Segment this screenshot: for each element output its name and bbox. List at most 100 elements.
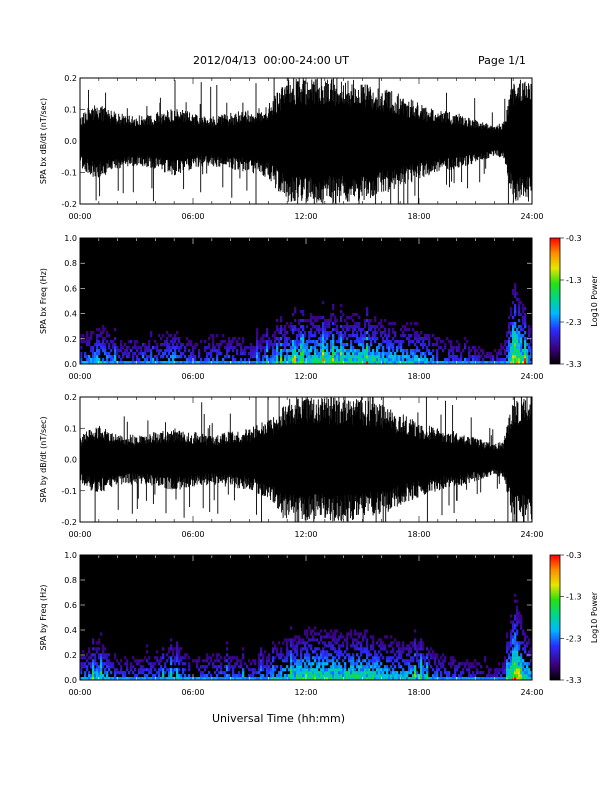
spectrogram-cell	[328, 674, 331, 678]
spectrogram-cell	[288, 674, 291, 678]
spectrogram-cell	[388, 644, 391, 648]
spectrogram-cell	[378, 668, 381, 672]
spectrogram-cell	[136, 677, 139, 681]
spectrogram-cell	[206, 361, 209, 365]
spectrogram-cell	[282, 668, 285, 672]
spectrogram-cell	[334, 677, 337, 681]
spectrogram-cell	[418, 349, 421, 353]
spectrogram-cell	[506, 361, 509, 365]
spectrogram-cell	[396, 644, 399, 648]
x-tick-label: 12:00	[294, 372, 317, 381]
x-tick-label: 24:00	[520, 530, 543, 539]
spectrogram-cell	[514, 638, 517, 642]
spectrogram-cell	[518, 617, 521, 621]
spectrogram-cell	[312, 671, 315, 675]
spectrogram-cell	[306, 674, 309, 678]
spectrogram-cell	[410, 656, 413, 660]
spectrogram-cell	[510, 331, 513, 335]
spectrogram-cell	[102, 674, 105, 678]
colorbar-gradient	[549, 554, 561, 681]
spectrogram-cell	[168, 647, 171, 651]
spectrogram-cell	[352, 674, 355, 678]
spectrogram-cell	[516, 674, 519, 678]
spectrogram-cell	[158, 677, 161, 681]
spectrogram-cell	[126, 665, 129, 669]
spectrogram-cell	[426, 662, 429, 666]
spectrogram-cell	[300, 650, 303, 654]
spectrogram-cell	[466, 677, 469, 681]
spectrogram-cell	[318, 677, 321, 681]
spectrogram-cell	[264, 352, 267, 356]
spectrogram-cell	[340, 632, 343, 636]
spectrogram-cell	[514, 677, 517, 681]
spectrogram-cell	[96, 671, 99, 675]
spectrogram-cell	[266, 662, 269, 666]
spectrogram-cell	[524, 632, 527, 636]
spectrogram-cell	[176, 674, 179, 678]
spectrogram-cell	[522, 349, 525, 353]
spectrogram-cell	[356, 349, 359, 353]
spectrogram-cell	[510, 358, 513, 362]
spectrogram-cell	[270, 343, 273, 347]
spectrogram-cell	[338, 677, 341, 681]
spectrogram-cell	[440, 656, 443, 660]
spectrogram-cell	[314, 659, 317, 663]
spectrogram-cell	[448, 355, 451, 359]
spectrogram-cell	[324, 355, 327, 359]
spectrogram-cell	[404, 361, 407, 365]
spectrogram-cell	[298, 665, 301, 669]
spectrogram-cell	[524, 355, 527, 359]
spectrogram-cell	[292, 641, 295, 645]
spectrogram-cell	[204, 358, 207, 362]
spectrogram-cell	[390, 674, 393, 678]
spectrogram-cell	[146, 677, 149, 681]
spectrogram-cell	[148, 662, 151, 666]
spectrogram-cell	[506, 659, 509, 663]
spectrogram-cell	[92, 665, 95, 669]
spectrogram-cell	[328, 659, 331, 663]
spectrogram-cell	[364, 671, 367, 675]
spectrogram-cell	[476, 668, 479, 672]
spectrogram-cell	[348, 334, 351, 338]
spectrogram-cell	[306, 671, 309, 675]
spectrogram-cell	[336, 653, 339, 657]
spectrogram-cell	[394, 334, 397, 338]
x-tick-label: 18:00	[407, 212, 430, 221]
spectrogram-cell	[312, 656, 315, 660]
spectrogram-cell	[446, 361, 449, 365]
spectrogram-cell	[342, 346, 345, 350]
spectrogram-cell	[190, 352, 193, 356]
spectrogram-cell	[338, 668, 341, 672]
spectrogram-cell	[426, 671, 429, 675]
spectrogram-cell	[166, 355, 169, 359]
spectrogram-cell	[450, 659, 453, 663]
spectrogram-cell	[428, 659, 431, 663]
spectrogram-cell	[278, 656, 281, 660]
spectrogram-cell	[458, 343, 461, 347]
spectrogram-cell	[178, 650, 181, 654]
spectrogram-cell	[320, 343, 323, 347]
spectrogram-cell	[338, 671, 341, 675]
spectrogram-cell	[80, 340, 83, 344]
spectrogram-cell	[372, 665, 375, 669]
spectrogram-cell	[250, 355, 253, 359]
spectrogram-cell	[394, 653, 397, 657]
spectrogram-cell	[152, 358, 155, 362]
spectrogram-cell	[496, 361, 499, 365]
spectrogram-cell	[366, 352, 369, 356]
spectrogram-cell	[282, 343, 285, 347]
spectrogram-cell	[390, 650, 393, 654]
spectrogram-cell	[424, 674, 427, 678]
spectrogram-cell	[260, 662, 263, 666]
spectrogram-cell	[318, 355, 321, 359]
spectrogram-cell	[352, 349, 355, 353]
spectrogram-cell	[326, 352, 329, 356]
spectrogram-cell	[442, 340, 445, 344]
spectrogram-cell	[350, 677, 353, 681]
spectrogram-cell	[286, 653, 289, 657]
spectrogram-cell	[286, 322, 289, 326]
spectrogram-cell	[254, 659, 257, 663]
spectrogram-cell	[212, 653, 215, 657]
spectrogram-cell	[304, 668, 307, 672]
plot-frame	[79, 237, 533, 365]
